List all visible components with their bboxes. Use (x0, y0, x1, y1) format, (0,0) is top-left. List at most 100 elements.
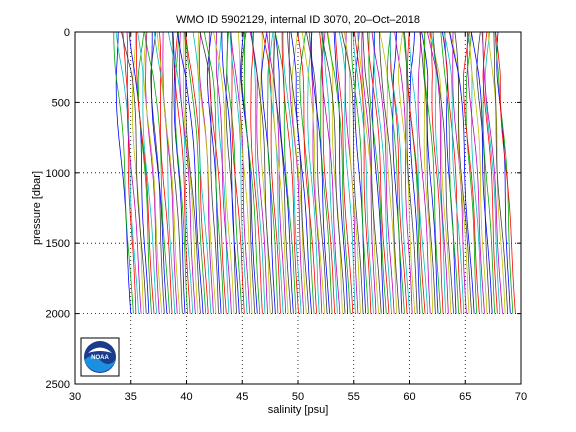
salinity-profile-line (482, 32, 503, 314)
salinity-profile-line (341, 31, 364, 314)
logo-wave (84, 356, 116, 373)
y-tick-label: 0 (64, 27, 70, 39)
salinity-profile-line (291, 31, 307, 314)
salinity-profile-line (237, 31, 253, 314)
salinity-profile-line (287, 31, 310, 314)
salinity-profile-line (386, 31, 405, 314)
salinity-profile-line (174, 31, 188, 314)
salinity-profile-line (251, 31, 266, 314)
salinity-profile-line (356, 31, 379, 314)
salinity-profile-line (327, 31, 343, 314)
x-tick-label: 45 (236, 391, 248, 403)
salinity-profile-line (240, 31, 258, 314)
salinity-profile-line (150, 32, 168, 314)
salinity-profile-line (268, 31, 284, 314)
salinity-profile-line (333, 31, 348, 314)
salinity-profile-line (409, 31, 421, 314)
salinity-profile-line (306, 31, 328, 314)
x-tick-label: 50 (292, 391, 304, 403)
x-tick-label: 70 (515, 391, 527, 403)
salinity-profile-line (354, 31, 372, 314)
salinity-profile-line (206, 31, 222, 314)
salinity-profile-line (467, 31, 483, 314)
salinity-profile-line (465, 31, 478, 314)
salinity-profile-line (466, 31, 485, 314)
noaa-logo: NOAA (80, 337, 120, 377)
x-tick-label: 40 (180, 391, 192, 403)
salinity-profile-line (217, 31, 230, 314)
salinity-profile-line (259, 31, 271, 314)
salinity-profile-line (162, 32, 178, 314)
salinity-profile-line (250, 31, 263, 314)
salinity-profile-line (352, 31, 374, 314)
salinity-profile-line (115, 31, 139, 314)
salinity-profile-line (419, 31, 436, 314)
salinity-profile-line (417, 31, 431, 314)
salinity-profile-line (179, 31, 196, 314)
salinity-profile-line (174, 31, 191, 314)
salinity-profile-line (379, 31, 400, 314)
salinity-profile-line (427, 31, 449, 314)
salinity-profile-line (113, 32, 134, 314)
salinity-profile-line (428, 31, 452, 314)
salinity-profile-line (430, 31, 447, 314)
salinity-profile-line (282, 31, 302, 314)
salinity-profile-line (462, 31, 480, 314)
salinity-profile-line (443, 31, 465, 314)
salinity-profile-line (408, 31, 428, 314)
salinity-profile-line (168, 31, 194, 314)
x-axis-label: salinity [psu] (268, 404, 329, 416)
salinity-profile-line (126, 31, 142, 314)
salinity-profile-line (281, 32, 299, 314)
salinity-profile-line (350, 32, 369, 314)
salinity-profile-line (311, 31, 330, 314)
ticks: 30 35 40 45 50 55 60 65 70 0 500 1000 1500 2000 2500 (46, 27, 528, 403)
salinity-profile-line (267, 31, 279, 314)
salinity-profile-line (444, 31, 462, 314)
salinity-profile-line (397, 31, 416, 314)
salinity-profile-line (449, 31, 475, 314)
salinity-profile-line (213, 31, 235, 314)
salinity-profile-line (183, 31, 199, 314)
y-axis-label: pressure [dbar] (31, 171, 43, 245)
salinity-profile-line (320, 31, 333, 314)
salinity-profile-line (159, 31, 173, 314)
salinity-profile-line (225, 31, 237, 314)
salinity-profile-line (407, 31, 426, 314)
x-tick-label: 60 (403, 391, 415, 403)
salinity-profile-line (430, 31, 444, 314)
y-tick-label: 1500 (46, 238, 70, 250)
salinity-profile-line (495, 31, 516, 314)
salinity-profile-line (251, 31, 274, 314)
salinity-profile-line (274, 31, 294, 314)
x-tick-label: 30 (69, 391, 81, 403)
salinity-profile-line (493, 31, 509, 314)
salinity-profile-line (476, 31, 490, 314)
salinity-profile-line (144, 31, 170, 314)
salinity-profile-line (262, 31, 281, 314)
salinity-profile-line (172, 31, 186, 314)
salinity-profile-line (137, 31, 157, 314)
salinity-profile-line (240, 31, 256, 314)
salinity-profile-line (145, 31, 160, 314)
salinity-profile-line (290, 31, 312, 314)
y-tick-label: 2500 (46, 379, 70, 391)
x-tick-label: 35 (125, 391, 137, 403)
salinity-profile-line (454, 31, 472, 314)
salinity-profile-line (249, 31, 268, 314)
logo-lettering: NOAA (91, 355, 109, 361)
salinity-profile-line (215, 31, 232, 314)
salinity-profile-line (482, 31, 498, 314)
salinity-profile-line (469, 32, 488, 314)
salinity-profile-line (432, 31, 454, 314)
salinity-profile-line (404, 31, 418, 314)
salinity-profile-line (335, 31, 354, 314)
salinity-profile-line (122, 31, 137, 314)
x-tick-label: 65 (459, 391, 471, 403)
salinity-profile-line (288, 31, 305, 314)
salinity-profile-line (229, 31, 248, 314)
salinity-profile-line (389, 31, 408, 314)
salinity-profile-line (321, 31, 341, 314)
salinity-profile-line (372, 32, 385, 314)
salinity-profile-line (373, 31, 392, 314)
